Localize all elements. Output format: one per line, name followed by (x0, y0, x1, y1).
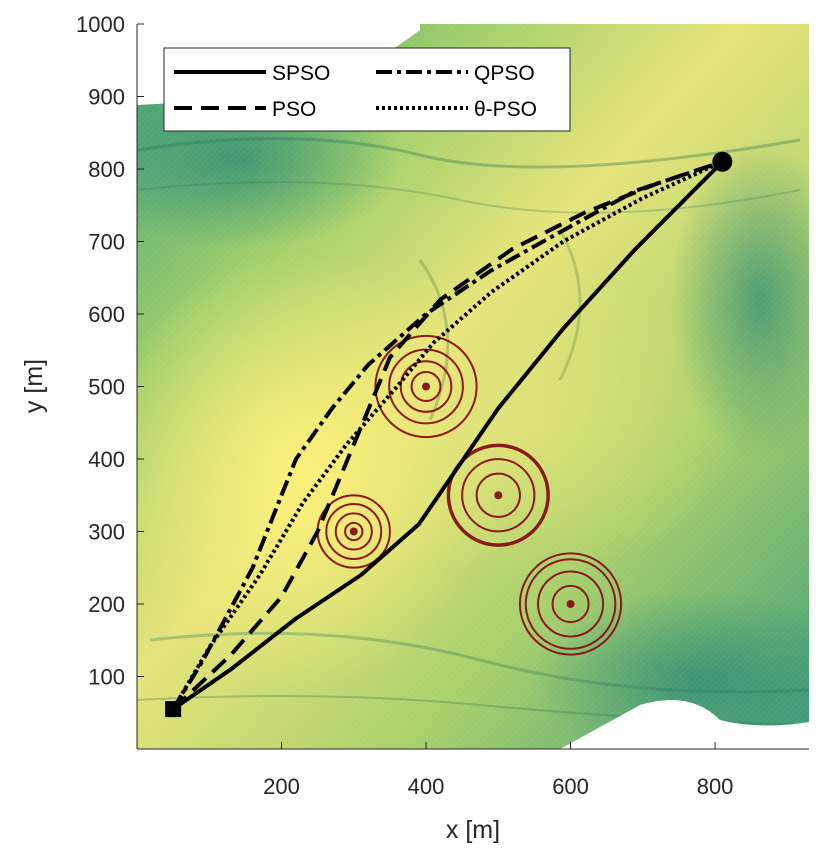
obstacle-ring (344, 521, 364, 542)
path-pso (171, 159, 723, 711)
markers (165, 151, 733, 718)
obstacle-center (494, 491, 503, 500)
obstacle-ring (475, 472, 521, 518)
x-tick-label: 600 (552, 774, 589, 799)
path-spso (171, 160, 724, 711)
y-tick-label: 800 (88, 157, 125, 182)
obstacle-center (422, 382, 431, 391)
x-tick-label: 400 (408, 774, 445, 799)
obstacle-ring (551, 584, 590, 624)
obstacle-center (349, 527, 358, 536)
x-tick-label: 200 (263, 774, 300, 799)
obstacle-ring (446, 443, 550, 547)
y-tick-label: 100 (88, 665, 125, 690)
legend-label-pso: PSO (272, 98, 316, 121)
terrain-map (137, 24, 809, 749)
path-qpso (171, 159, 723, 711)
obstacle-ring (410, 371, 442, 402)
y-axis-ticks: 100 200 300 400 500 600 700 800 900 1000 (76, 12, 144, 690)
y-tick-label: 400 (88, 447, 125, 472)
y-tick-label: 200 (88, 592, 125, 617)
obstacle-ring (537, 570, 605, 638)
obstacle-ring (325, 503, 383, 560)
legend-label-spso: SPSO (272, 62, 330, 85)
obstacle-ring (374, 334, 478, 439)
paths (171, 159, 724, 711)
legend-box (163, 47, 571, 132)
y-tick-label: 900 (88, 85, 125, 110)
legend-label-theta-pso: θ-PSO (474, 98, 537, 121)
obstacle-ring (448, 445, 549, 546)
obstacle-ring (461, 458, 536, 533)
x-tick-label: 800 (697, 774, 734, 799)
x-axis-label: x [m] (446, 816, 500, 844)
obstacle-ring (399, 360, 453, 413)
legend-label-qpso: QPSO (474, 62, 535, 85)
obstacle-ring (518, 552, 623, 656)
obstacle-center (566, 600, 575, 608)
goal-marker (712, 151, 733, 172)
y-tick-label: 1000 (76, 12, 125, 37)
start-marker (165, 701, 182, 718)
y-tick-label: 600 (88, 302, 125, 327)
legend: SPSO PSO QPSO θ-PSO (163, 47, 571, 132)
y-tick-label: 500 (88, 375, 125, 400)
y-axis-label: y [m] (20, 359, 48, 413)
y-tick-label: 300 (88, 520, 125, 545)
obstacle-ring (524, 558, 617, 650)
x-axis-ticks: 200 400 600 800 (263, 742, 733, 799)
y-tick-label: 700 (88, 230, 125, 255)
obstacle-ring (334, 512, 373, 551)
